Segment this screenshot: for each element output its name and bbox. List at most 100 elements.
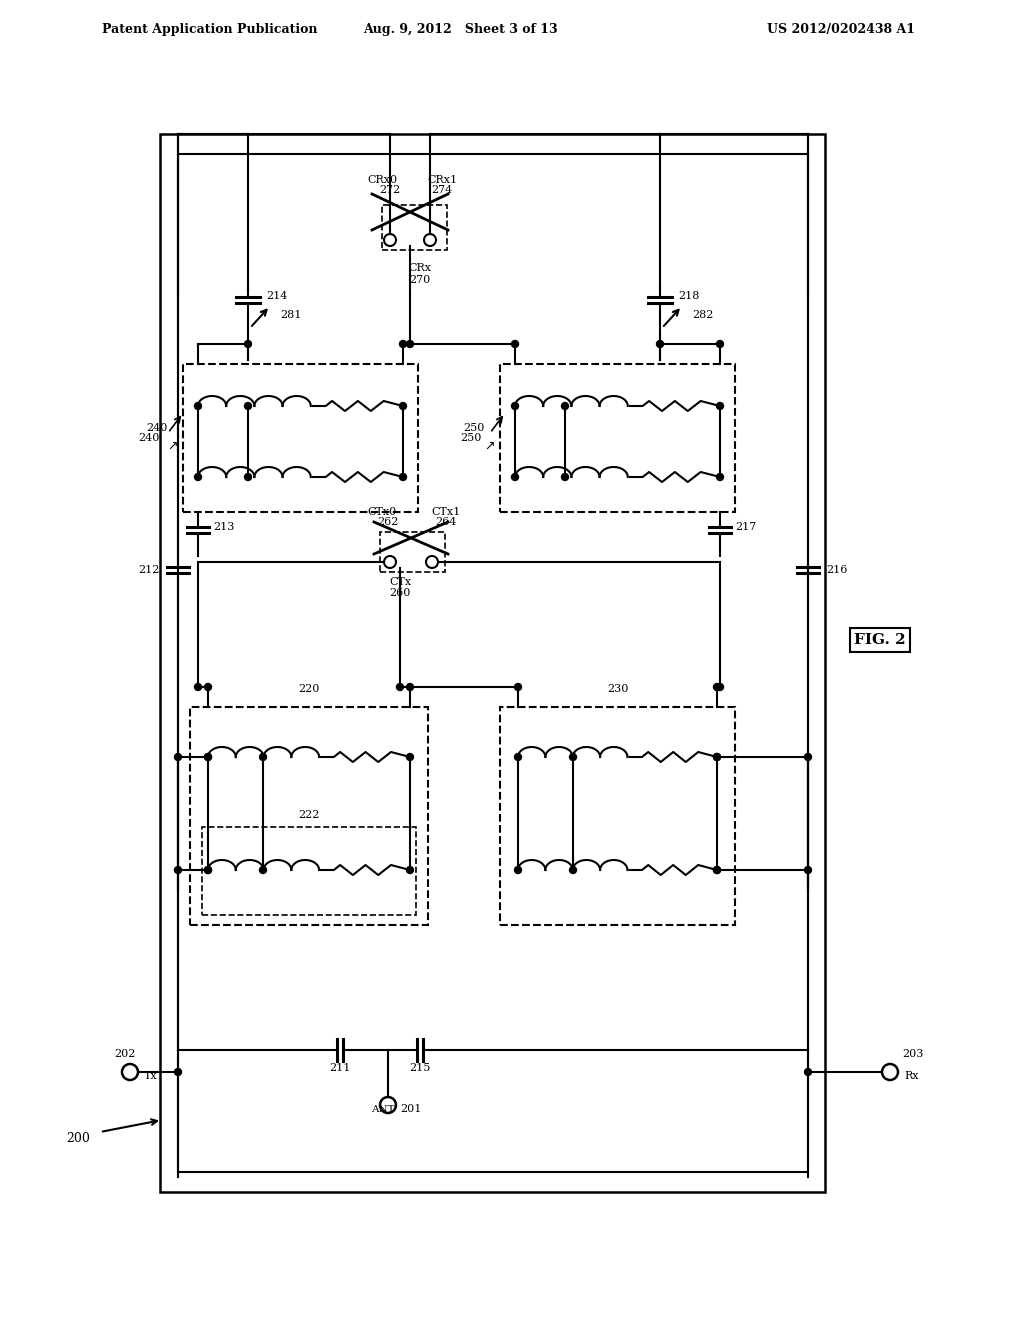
Circle shape (384, 556, 396, 568)
Circle shape (174, 866, 181, 874)
Circle shape (407, 341, 414, 347)
Text: 250: 250 (464, 422, 485, 433)
Circle shape (717, 684, 724, 690)
Bar (382, 205, 447, 249)
Text: Aug. 9, 2012   Sheet 3 of 13: Aug. 9, 2012 Sheet 3 of 13 (362, 24, 557, 37)
Circle shape (195, 474, 202, 480)
Circle shape (259, 866, 266, 874)
Text: 202: 202 (115, 1049, 136, 1059)
Circle shape (717, 341, 724, 347)
Text: ANT: ANT (371, 1105, 395, 1114)
Circle shape (514, 866, 521, 874)
Text: 212: 212 (138, 565, 160, 576)
Circle shape (245, 403, 252, 409)
Circle shape (512, 474, 518, 480)
Text: 201: 201 (400, 1104, 421, 1114)
Circle shape (569, 866, 577, 874)
Circle shape (245, 341, 252, 347)
Bar (178, 154, 808, 1172)
Circle shape (714, 754, 721, 760)
Circle shape (424, 234, 436, 246)
Circle shape (717, 474, 724, 480)
Circle shape (399, 403, 407, 409)
Circle shape (407, 866, 414, 874)
Text: CTx0: CTx0 (368, 507, 396, 517)
Circle shape (407, 684, 414, 690)
Circle shape (399, 341, 407, 347)
Circle shape (805, 1068, 811, 1076)
Text: 222: 222 (298, 810, 319, 820)
Text: 218: 218 (678, 290, 699, 301)
Circle shape (514, 754, 521, 760)
Text: 203: 203 (902, 1049, 924, 1059)
Text: Rx: Rx (904, 1071, 919, 1081)
Bar (190, 708, 428, 925)
Circle shape (714, 684, 721, 690)
Text: 270: 270 (410, 275, 431, 285)
Circle shape (205, 866, 212, 874)
Circle shape (714, 866, 721, 874)
Text: 211: 211 (330, 1063, 350, 1073)
Text: 262: 262 (377, 517, 398, 527)
Text: Tx: Tx (144, 1071, 158, 1081)
Text: 272: 272 (379, 185, 400, 195)
Circle shape (512, 403, 518, 409)
Circle shape (882, 1064, 898, 1080)
Text: CRx: CRx (409, 263, 431, 273)
Circle shape (714, 754, 721, 760)
Text: CTx1: CTx1 (431, 507, 461, 517)
Text: 217: 217 (735, 521, 757, 532)
Circle shape (714, 866, 721, 874)
Circle shape (569, 754, 577, 760)
Circle shape (205, 754, 212, 760)
Text: US 2012/0202438 A1: US 2012/0202438 A1 (767, 24, 915, 37)
Circle shape (245, 474, 252, 480)
Circle shape (561, 474, 568, 480)
Circle shape (205, 684, 212, 690)
Bar (160, 135, 825, 1192)
Text: Patent Application Publication: Patent Application Publication (102, 24, 317, 37)
Text: 264: 264 (435, 517, 457, 527)
Text: 213: 213 (213, 521, 234, 532)
Text: FIG. 2: FIG. 2 (854, 634, 906, 647)
Text: 214: 214 (266, 290, 288, 301)
Circle shape (396, 684, 403, 690)
Circle shape (384, 234, 396, 246)
Text: 220: 220 (298, 684, 319, 694)
Circle shape (122, 1064, 138, 1080)
Bar (183, 364, 418, 512)
Circle shape (380, 1097, 396, 1113)
Circle shape (717, 403, 724, 409)
Text: 230: 230 (607, 684, 628, 694)
Text: 260: 260 (389, 587, 411, 598)
Text: 240: 240 (146, 422, 168, 433)
Circle shape (407, 754, 414, 760)
Text: CRx0: CRx0 (367, 176, 397, 185)
Circle shape (205, 866, 212, 874)
Text: CRx1: CRx1 (427, 176, 457, 185)
Circle shape (805, 754, 811, 760)
Circle shape (174, 754, 181, 760)
Circle shape (399, 474, 407, 480)
Circle shape (426, 556, 438, 568)
Text: 200: 200 (67, 1131, 90, 1144)
Circle shape (514, 684, 521, 690)
Text: 282: 282 (692, 310, 714, 319)
Text: $\nearrow$: $\nearrow$ (481, 440, 495, 453)
Text: 215: 215 (410, 1063, 431, 1073)
Bar (380, 532, 445, 572)
Text: 240: 240 (138, 433, 160, 444)
Circle shape (205, 754, 212, 760)
Text: 216: 216 (826, 565, 848, 576)
Circle shape (195, 403, 202, 409)
Circle shape (195, 684, 202, 690)
Circle shape (174, 1068, 181, 1076)
Circle shape (259, 754, 266, 760)
Text: $\nearrow$: $\nearrow$ (165, 440, 178, 453)
Text: CTx: CTx (389, 577, 411, 587)
Circle shape (561, 403, 568, 409)
Circle shape (656, 341, 664, 347)
Bar (500, 364, 735, 512)
Bar (500, 708, 735, 925)
Text: 281: 281 (280, 310, 301, 319)
